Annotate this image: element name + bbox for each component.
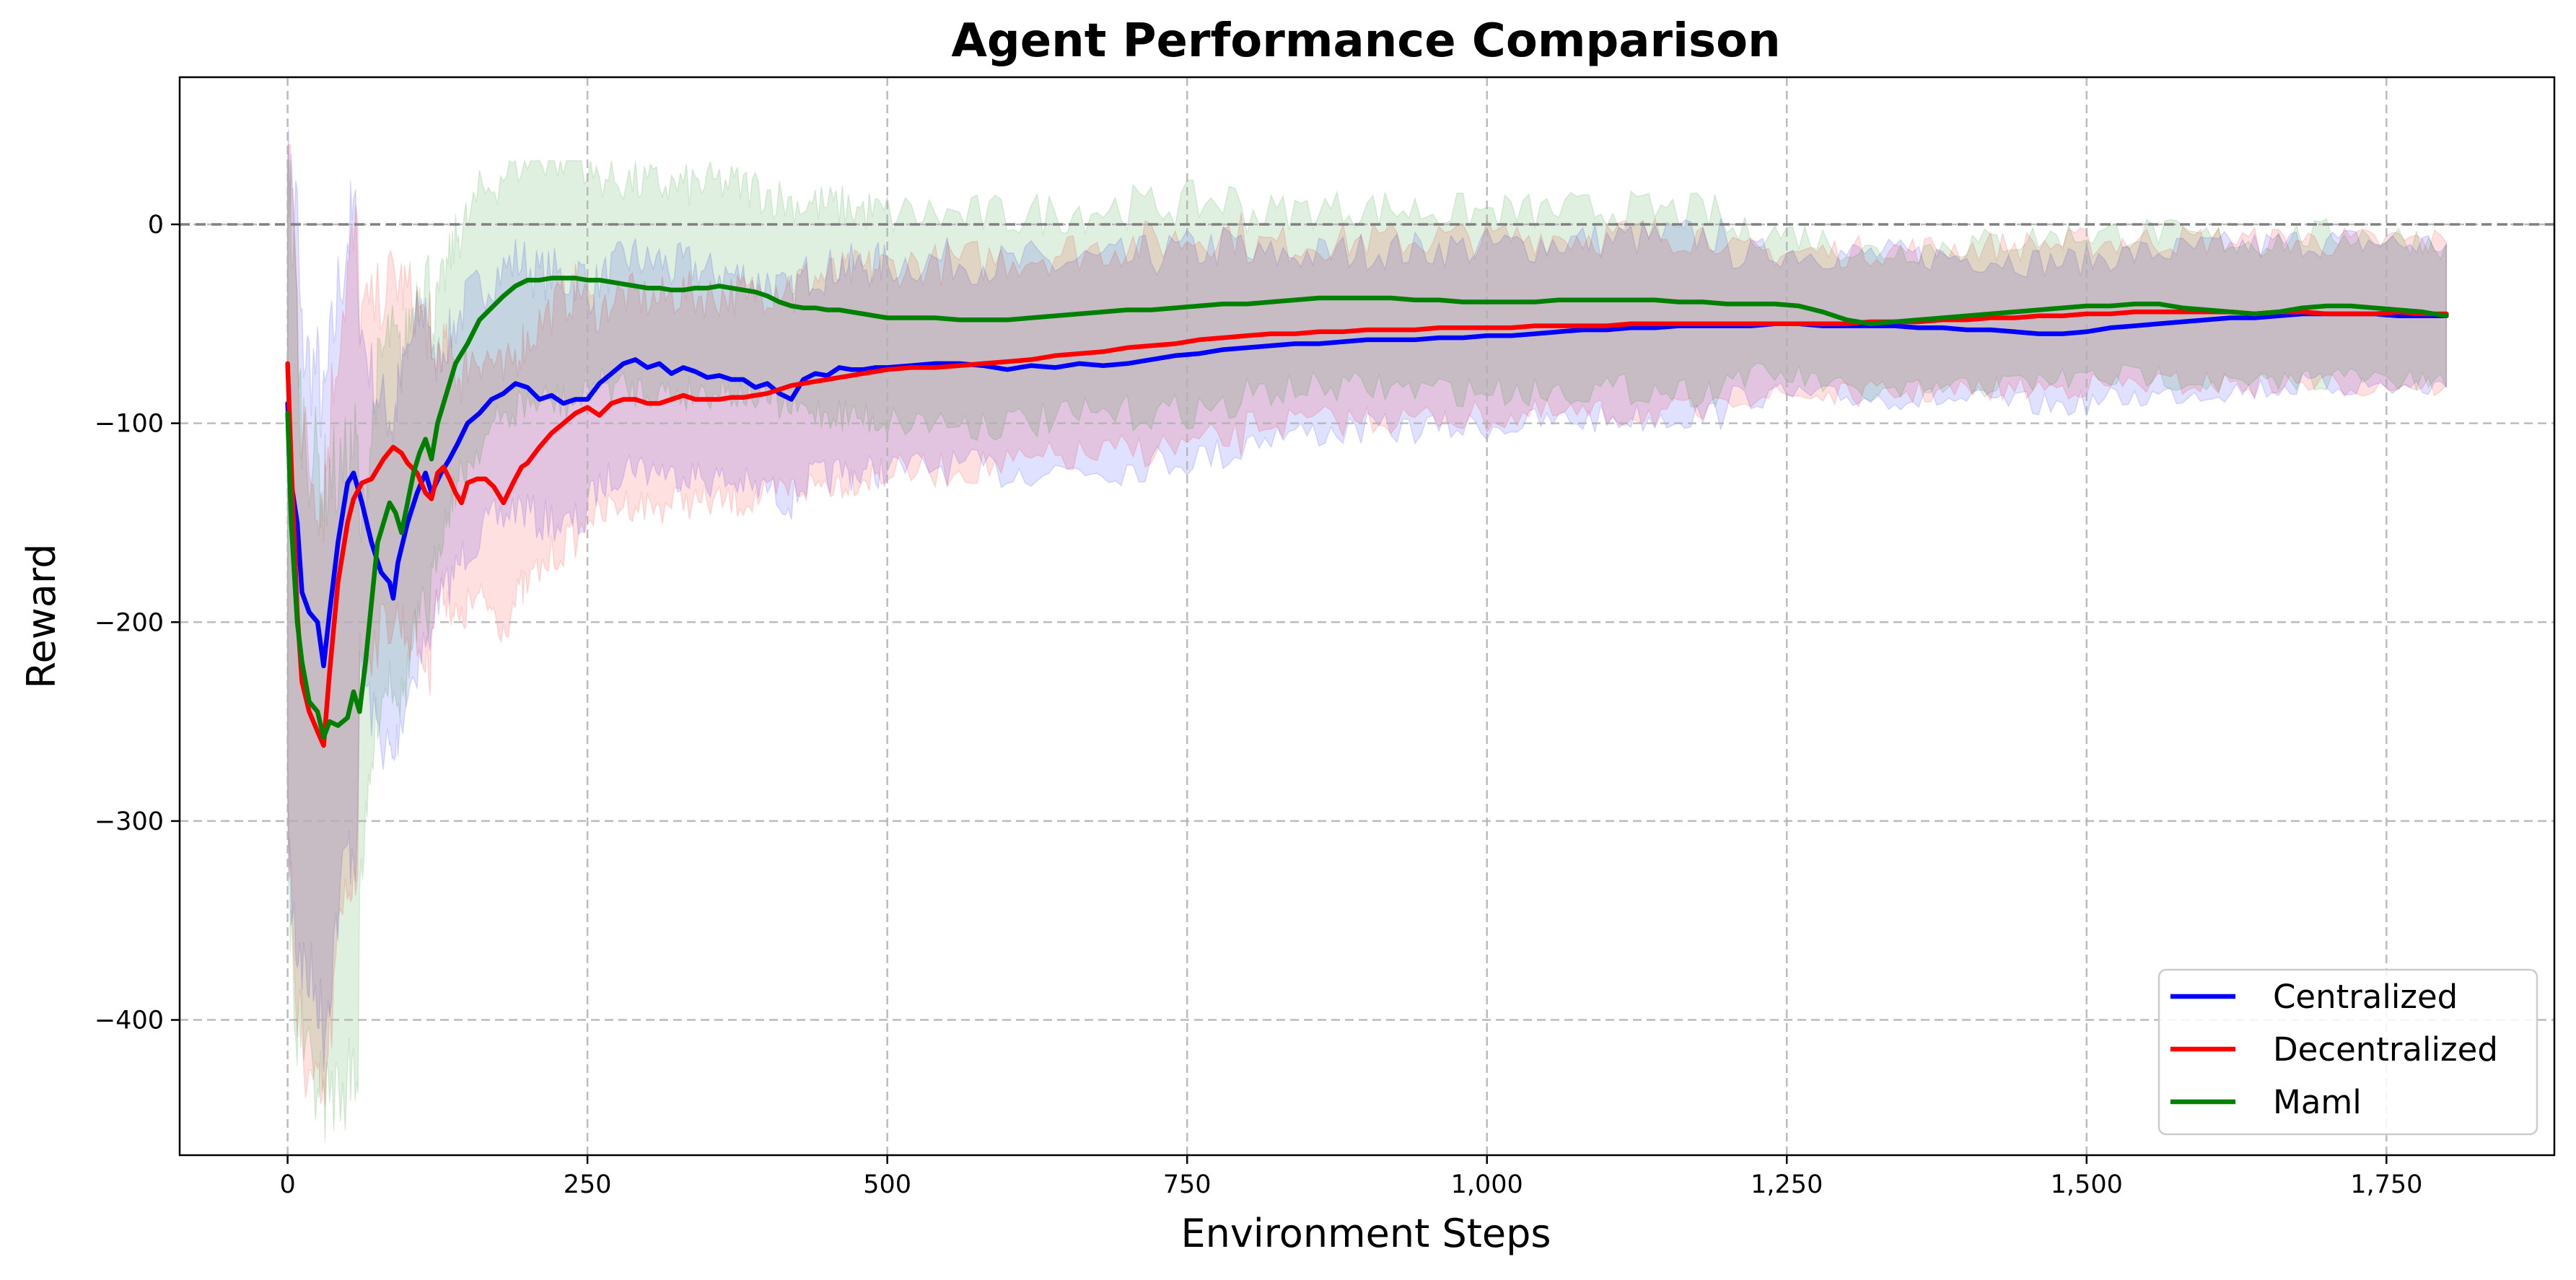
x-axis-ticks: 0 250 500 750 1,000 1,250 1,500 1,750 bbox=[279, 1155, 2422, 1199]
legend-label-decentralized: Decentralized bbox=[2273, 1030, 2498, 1069]
legend-label-centralized: Centralized bbox=[2273, 978, 2458, 1016]
x-axis-label: Environment Steps bbox=[1180, 1211, 1551, 1256]
confidence-bands bbox=[286, 128, 2448, 1143]
x-tick-label: 1,000 bbox=[1451, 1170, 1523, 1199]
x-tick-label: 1,500 bbox=[2051, 1170, 2123, 1199]
plot-frame bbox=[178, 76, 2556, 1157]
y-tick-label: −300 bbox=[95, 807, 164, 836]
y-tick-label: −100 bbox=[95, 410, 164, 439]
y-tick-label: −200 bbox=[95, 608, 164, 637]
x-tick-label: 750 bbox=[1163, 1170, 1212, 1199]
x-tick-label: 1,750 bbox=[2350, 1170, 2422, 1199]
y-axis-ticks: −400 −300 −200 −100 0 bbox=[95, 211, 180, 1035]
y-axis-label: Reward bbox=[19, 543, 64, 688]
x-tick-label: 500 bbox=[863, 1170, 911, 1199]
gridlines bbox=[180, 77, 2554, 1155]
y-tick-label: −400 bbox=[95, 1007, 164, 1035]
series-line-maml bbox=[285, 276, 2449, 740]
legend: Centralized Decentralized Maml bbox=[2157, 968, 2538, 1136]
series-lines bbox=[285, 276, 2449, 748]
x-tick-label: 1,250 bbox=[1751, 1170, 1823, 1199]
y-tick-label: 0 bbox=[148, 211, 164, 240]
x-tick-label: 250 bbox=[564, 1170, 612, 1199]
confidence-band-centralized bbox=[286, 128, 2448, 1072]
confidence-band-decentralized bbox=[286, 144, 2448, 1108]
legend-box bbox=[2157, 968, 2538, 1136]
confidence-band-maml bbox=[286, 158, 2448, 1143]
chart-title: Agent Performance Comparison bbox=[951, 14, 1780, 68]
x-tick-label: 0 bbox=[279, 1170, 295, 1199]
legend-label-maml: Maml bbox=[2273, 1083, 2362, 1121]
